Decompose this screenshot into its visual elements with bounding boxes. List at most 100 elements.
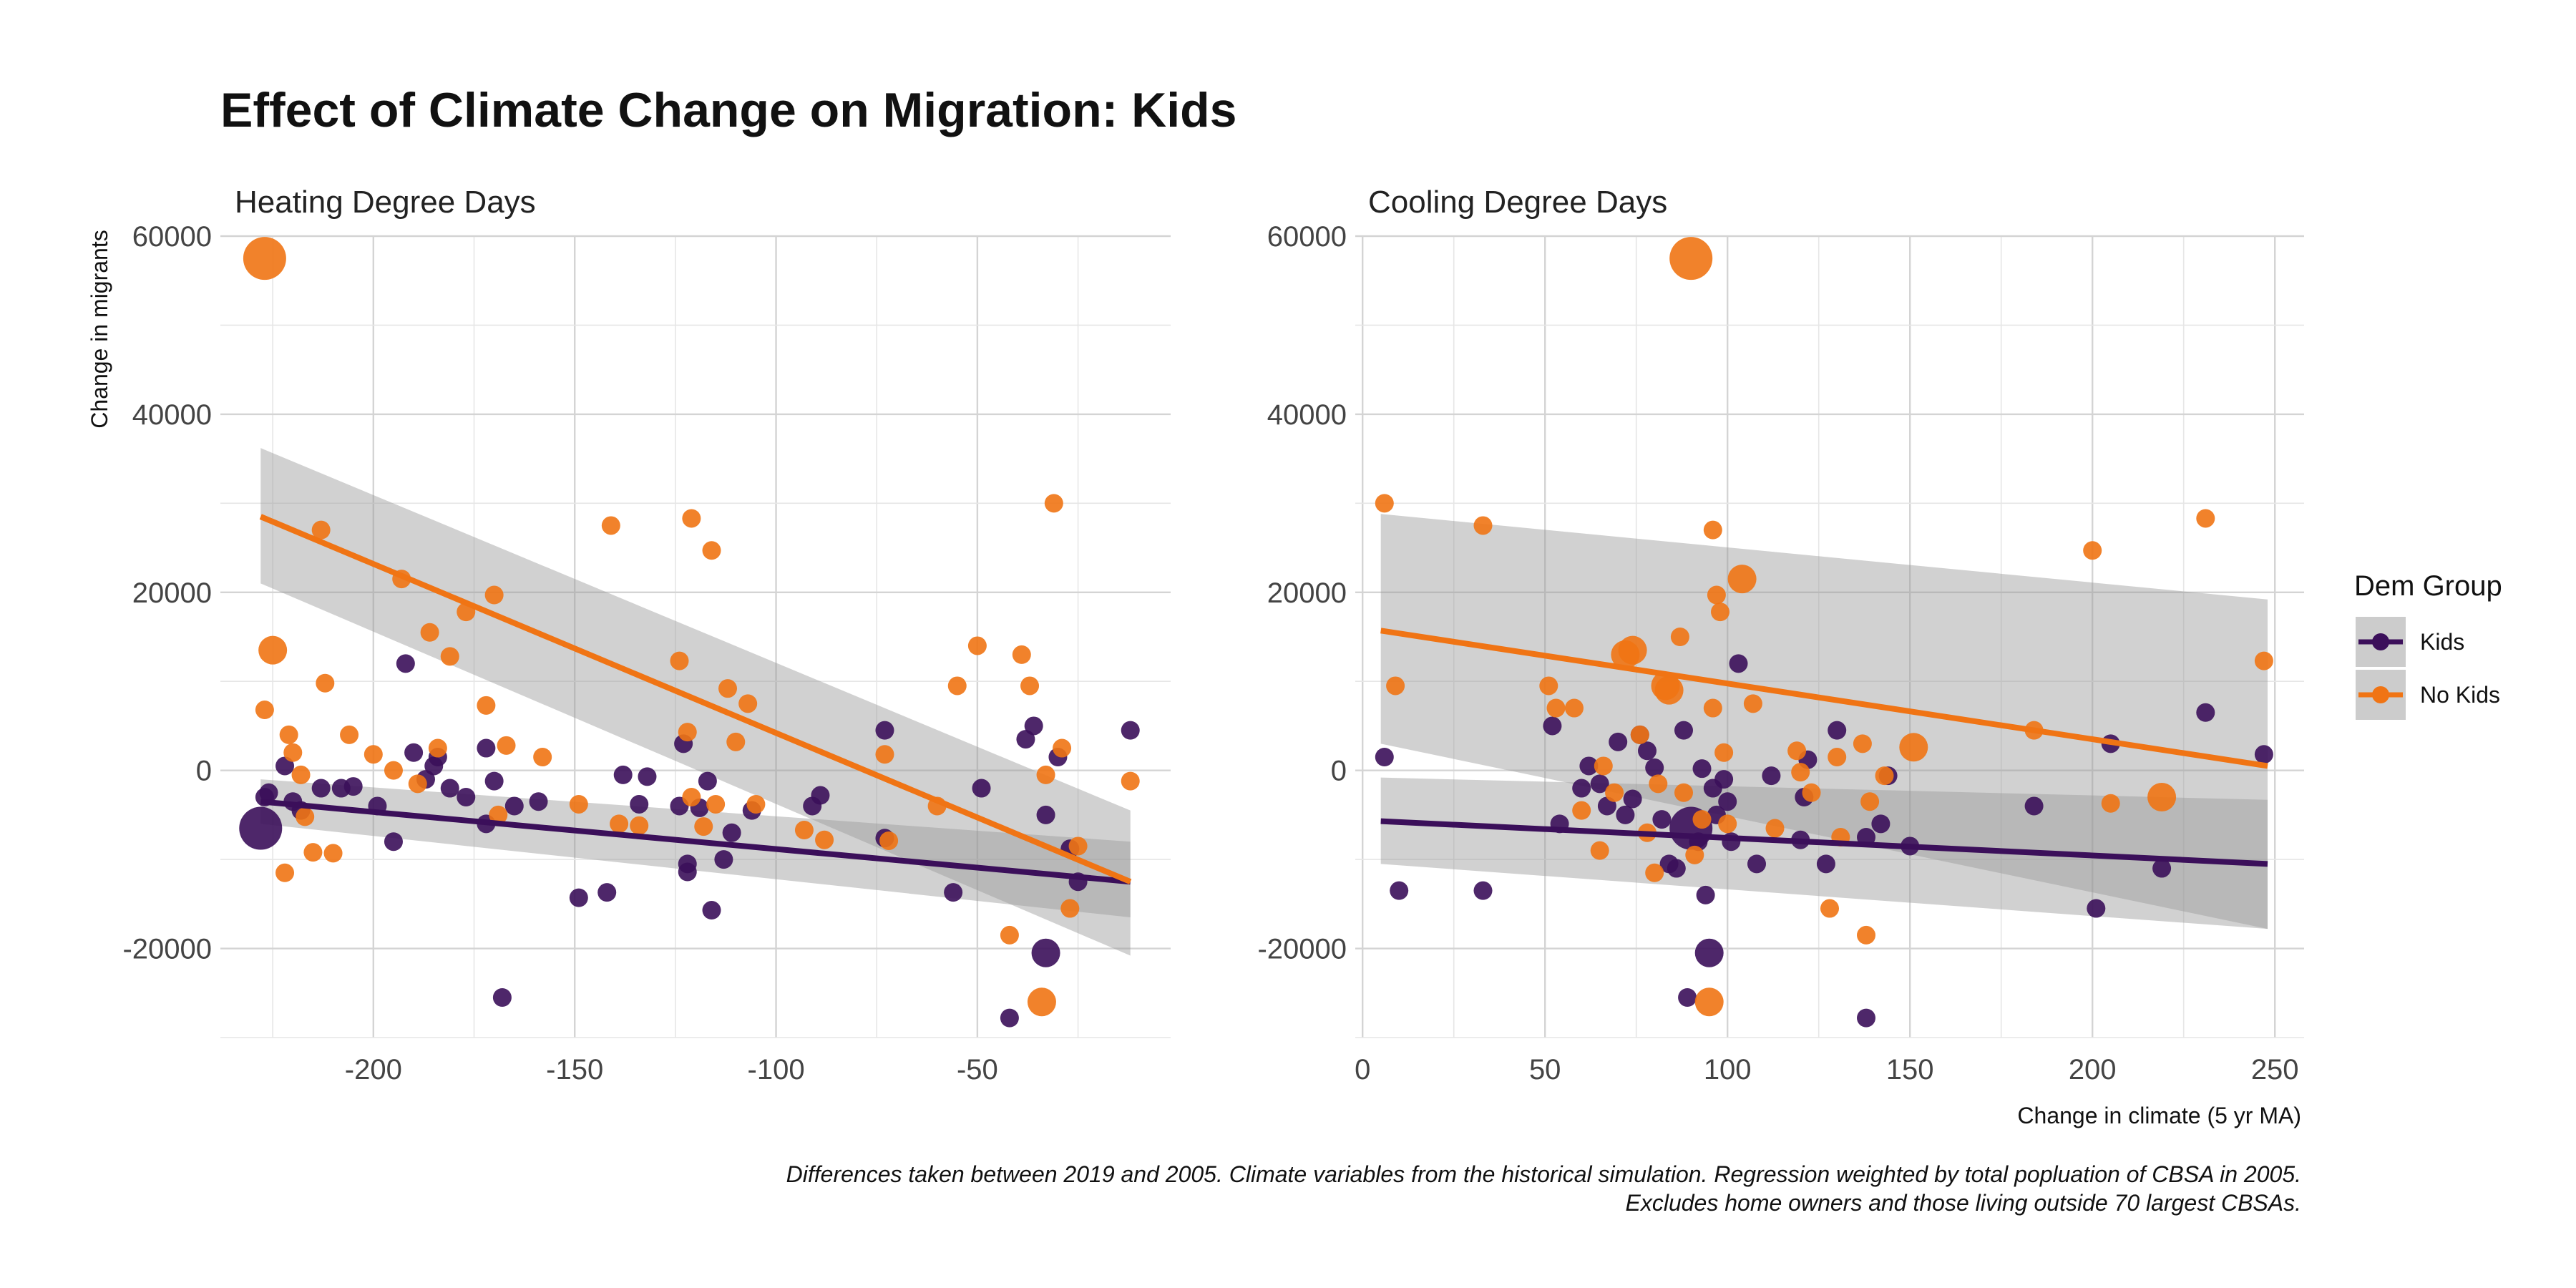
point-no-kids <box>694 817 713 836</box>
point-no-kids <box>2147 783 2177 811</box>
x-tick-label: 200 <box>2069 1054 2117 1085</box>
y-tick-label: -20000 <box>1257 934 1347 965</box>
point-no-kids <box>291 765 311 784</box>
point-kids <box>1857 1008 1875 1028</box>
point-no-kids <box>1594 756 1613 776</box>
point-no-kids <box>1694 987 1724 1017</box>
x-tick-label: 0 <box>1355 1054 1370 1085</box>
point-no-kids <box>1027 987 1056 1017</box>
x-tick-label: -150 <box>546 1054 603 1085</box>
point-no-kids <box>1605 783 1624 802</box>
confidence-band-kids <box>260 779 1131 917</box>
point-no-kids <box>2254 651 2273 670</box>
point-no-kids <box>1386 676 1405 696</box>
point-no-kids <box>296 807 315 826</box>
point-kids <box>597 883 617 902</box>
y-tick-label: 60000 <box>1267 221 1347 253</box>
point-kids <box>1645 758 1664 777</box>
point-no-kids <box>1857 925 1875 945</box>
point-kids <box>1667 859 1686 878</box>
point-no-kids <box>1727 565 1757 594</box>
point-no-kids <box>947 676 967 696</box>
point-kids <box>396 654 415 673</box>
point-kids <box>2196 703 2215 722</box>
grid <box>1355 235 2304 1038</box>
point-no-kids <box>1121 771 1140 791</box>
point-no-kids <box>1068 836 1088 856</box>
point-no-kids <box>323 844 343 863</box>
point-no-kids <box>489 805 508 824</box>
confidence-band-kids <box>1380 777 2268 930</box>
legend-title: Dem Group <box>2354 570 2502 602</box>
point-kids <box>1652 810 1672 829</box>
point-kids <box>1473 881 1493 900</box>
point-no-kids <box>879 831 899 850</box>
point-kids <box>722 823 741 842</box>
panel-heating-degree-days: Heating Degree Days -200 -150 -100 -50 -2000… <box>122 185 1171 1085</box>
point-kids <box>1638 741 1657 761</box>
point-no-kids <box>1645 863 1664 882</box>
regression-line-no-kids <box>259 514 1132 884</box>
y-tick-label: -20000 <box>122 934 212 965</box>
x-tick-label: 250 <box>2251 1054 2299 1085</box>
legend-key-kids <box>2356 617 2406 667</box>
caption-line-2: Excludes home owners and those living ou… <box>1625 1190 2301 1216</box>
point-no-kids <box>477 696 496 715</box>
point-no-kids <box>1012 645 1031 664</box>
point-kids <box>384 832 403 852</box>
point-no-kids <box>1703 520 1722 540</box>
grid <box>220 235 1171 1038</box>
x-tick-label: 50 <box>1529 1054 1561 1085</box>
point-kids <box>1031 938 1060 967</box>
y-tick-label: 40000 <box>1267 399 1347 431</box>
point-no-kids <box>1714 743 1734 762</box>
point-kids <box>1000 1008 1019 1028</box>
point-kids <box>404 743 424 762</box>
point-kids <box>1036 805 1055 824</box>
panel-title: Heating Degree Days <box>235 185 536 220</box>
point-kids <box>1609 732 1628 751</box>
legend-key-no-kids <box>2356 670 2406 720</box>
x-axis-title: Change in climate (5 yr MA) <box>2017 1103 2301 1128</box>
point-no-kids <box>1044 494 1063 513</box>
point-no-kids <box>746 794 766 814</box>
y-axis-title: Change in migrants <box>87 230 112 428</box>
regression-lines <box>1380 628 2268 867</box>
point-no-kids <box>340 725 359 744</box>
point-kids <box>569 888 588 907</box>
point-no-kids <box>1060 899 1080 918</box>
point-kids <box>529 792 548 811</box>
point-no-kids <box>738 694 758 713</box>
y-tick-label: 20000 <box>1267 577 1347 609</box>
regression-line-kids <box>1380 818 2268 867</box>
point-no-kids <box>1703 698 1722 718</box>
point-no-kids <box>1539 676 1558 696</box>
y-tick-label: 20000 <box>132 577 212 609</box>
point-no-kids <box>726 732 746 751</box>
point-kids <box>440 779 459 798</box>
point-no-kids <box>1565 698 1584 718</box>
point-kids <box>702 901 721 920</box>
chart-title: Effect of Climate Change on Migration: K… <box>220 83 1237 137</box>
caption-line-1: Differences taken between 2019 and 2005.… <box>786 1161 2301 1187</box>
point-kids <box>1718 792 1737 811</box>
point-no-kids <box>815 830 834 849</box>
point-kids <box>630 794 649 814</box>
x-tick-label: -100 <box>748 1054 805 1085</box>
point-no-kids <box>1743 694 1762 713</box>
point-kids <box>343 777 363 796</box>
point-no-kids <box>1711 602 1729 622</box>
point-kids <box>1121 721 1140 740</box>
point-no-kids <box>1791 763 1810 782</box>
point-kids <box>1762 766 1781 786</box>
point-kids <box>1828 721 1847 740</box>
point-no-kids <box>316 673 335 693</box>
point-no-kids <box>279 725 298 744</box>
point-kids <box>2254 745 2273 764</box>
point-no-kids <box>440 647 459 666</box>
point-no-kids <box>1707 585 1726 605</box>
point-kids <box>1590 774 1609 794</box>
point-kids <box>1729 654 1748 673</box>
point-kids <box>638 767 657 786</box>
